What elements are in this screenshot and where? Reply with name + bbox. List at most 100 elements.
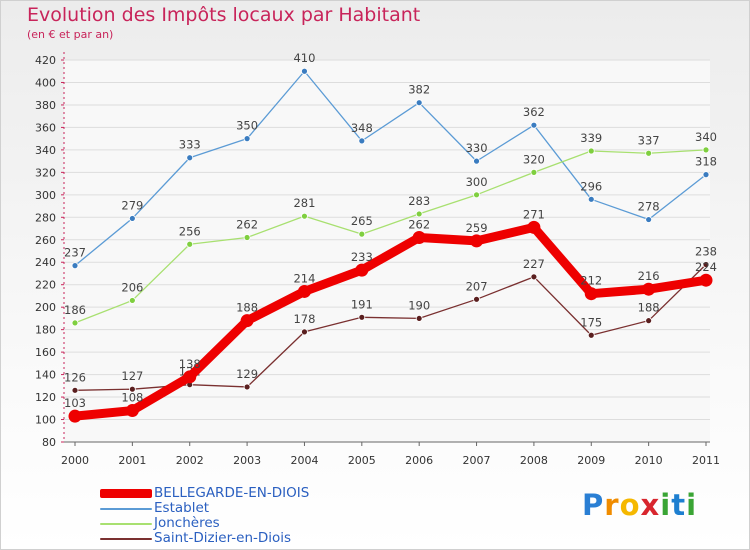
y-tick-label: 420 — [35, 54, 56, 67]
data-label: 320 — [523, 152, 545, 166]
logo-letter: r — [604, 488, 620, 522]
y-tick-label: 340 — [35, 144, 56, 157]
data-point — [71, 386, 79, 394]
x-tick-label: 2006 — [405, 454, 433, 467]
data-point — [358, 313, 366, 321]
data-point — [470, 234, 484, 248]
data-point — [301, 67, 308, 75]
series-line — [74, 70, 707, 267]
data-label: 212 — [580, 274, 602, 288]
data-label: 237 — [64, 246, 86, 260]
x-tick-label: 2007 — [463, 454, 491, 467]
data-label: 190 — [408, 298, 430, 312]
data-label: 265 — [351, 214, 373, 228]
y-tick-label: 380 — [35, 99, 56, 112]
legend-label: BELLEGARDE-EN-DIOIS — [154, 485, 310, 501]
series-line — [70, 222, 711, 421]
data-label: 127 — [121, 369, 143, 383]
legend-swatch — [100, 523, 152, 525]
x-tick-label: 2009 — [577, 454, 605, 467]
data-point — [240, 314, 254, 328]
chart-subtitle: (en € et par an) — [27, 28, 114, 41]
data-label: 259 — [466, 221, 488, 235]
data-label: 238 — [695, 244, 717, 258]
data-label: 188 — [638, 301, 660, 315]
data-label: 318 — [695, 155, 717, 169]
data-label: 129 — [236, 367, 258, 381]
data-point — [355, 263, 369, 277]
data-point — [473, 157, 480, 165]
data-point — [699, 273, 713, 287]
data-label: 350 — [236, 119, 258, 133]
data-label: 103 — [64, 396, 86, 410]
series-line — [74, 149, 707, 324]
data-point — [183, 370, 197, 384]
data-label: 300 — [466, 175, 488, 189]
data-label: 108 — [121, 391, 143, 405]
data-label: 207 — [466, 279, 488, 293]
data-label: 216 — [638, 269, 660, 283]
data-label: 278 — [638, 200, 660, 214]
data-label: 186 — [64, 303, 86, 317]
y-tick-label: 100 — [35, 414, 56, 427]
data-label: 256 — [179, 224, 201, 238]
y-tick-label: 180 — [35, 324, 56, 337]
data-point — [702, 261, 710, 268]
data-label: 339 — [580, 131, 602, 145]
x-tick-label: 2002 — [176, 454, 204, 467]
logo-letter: i — [660, 488, 672, 522]
data-point — [128, 297, 136, 304]
data-point — [702, 171, 710, 179]
logo-letter: x — [640, 488, 661, 522]
y-tick-label: 260 — [35, 234, 56, 247]
data-label: 333 — [179, 138, 201, 152]
logo-letter: t — [671, 488, 687, 522]
data-point — [243, 135, 251, 143]
data-label: 214 — [293, 271, 315, 285]
data-point — [186, 240, 194, 248]
data-label: 279 — [121, 198, 143, 212]
data-label: 362 — [523, 105, 545, 119]
x-tick-label: 2000 — [61, 454, 89, 467]
x-tick-label: 2003 — [233, 454, 261, 467]
data-point — [128, 215, 136, 222]
y-tick-label: 200 — [35, 301, 56, 314]
data-point — [587, 195, 595, 203]
data-point — [645, 149, 653, 157]
data-point — [645, 216, 653, 223]
data-label: 262 — [236, 218, 258, 232]
logo-letter: o — [619, 488, 641, 522]
data-label: 382 — [408, 83, 430, 97]
data-point — [527, 220, 541, 234]
data-point — [243, 234, 251, 241]
chart-title: Evolution des Impôts locaux par Habitant — [27, 4, 421, 26]
data-label: 175 — [580, 315, 602, 329]
data-label: 296 — [580, 179, 602, 193]
x-tick-label: 2008 — [520, 454, 548, 467]
y-tick-label: 400 — [35, 76, 56, 89]
logo-letter: i — [686, 488, 698, 522]
data-point — [642, 282, 656, 296]
legend-swatch — [100, 489, 152, 498]
data-point — [68, 409, 82, 423]
legend-swatch — [100, 508, 152, 510]
x-tick-label: 2004 — [290, 454, 318, 467]
data-label: 330 — [466, 141, 488, 155]
y-tick-label: 80 — [42, 436, 56, 449]
x-tick-label: 2011 — [692, 454, 720, 467]
legend-label: Jonchères — [154, 515, 220, 531]
data-point — [415, 210, 423, 218]
data-point — [297, 284, 311, 298]
logo-letter: P — [582, 488, 605, 522]
data-label: 337 — [638, 133, 660, 147]
x-tick-label: 2001 — [118, 454, 146, 467]
x-tick-label: 2010 — [635, 454, 663, 467]
data-label: 410 — [293, 51, 315, 65]
y-tick-label: 320 — [35, 166, 56, 179]
data-label: 178 — [293, 312, 315, 326]
data-label: 262 — [408, 218, 430, 232]
y-tick-label: 240 — [35, 256, 56, 269]
data-point — [125, 404, 139, 418]
data-point — [71, 262, 79, 270]
